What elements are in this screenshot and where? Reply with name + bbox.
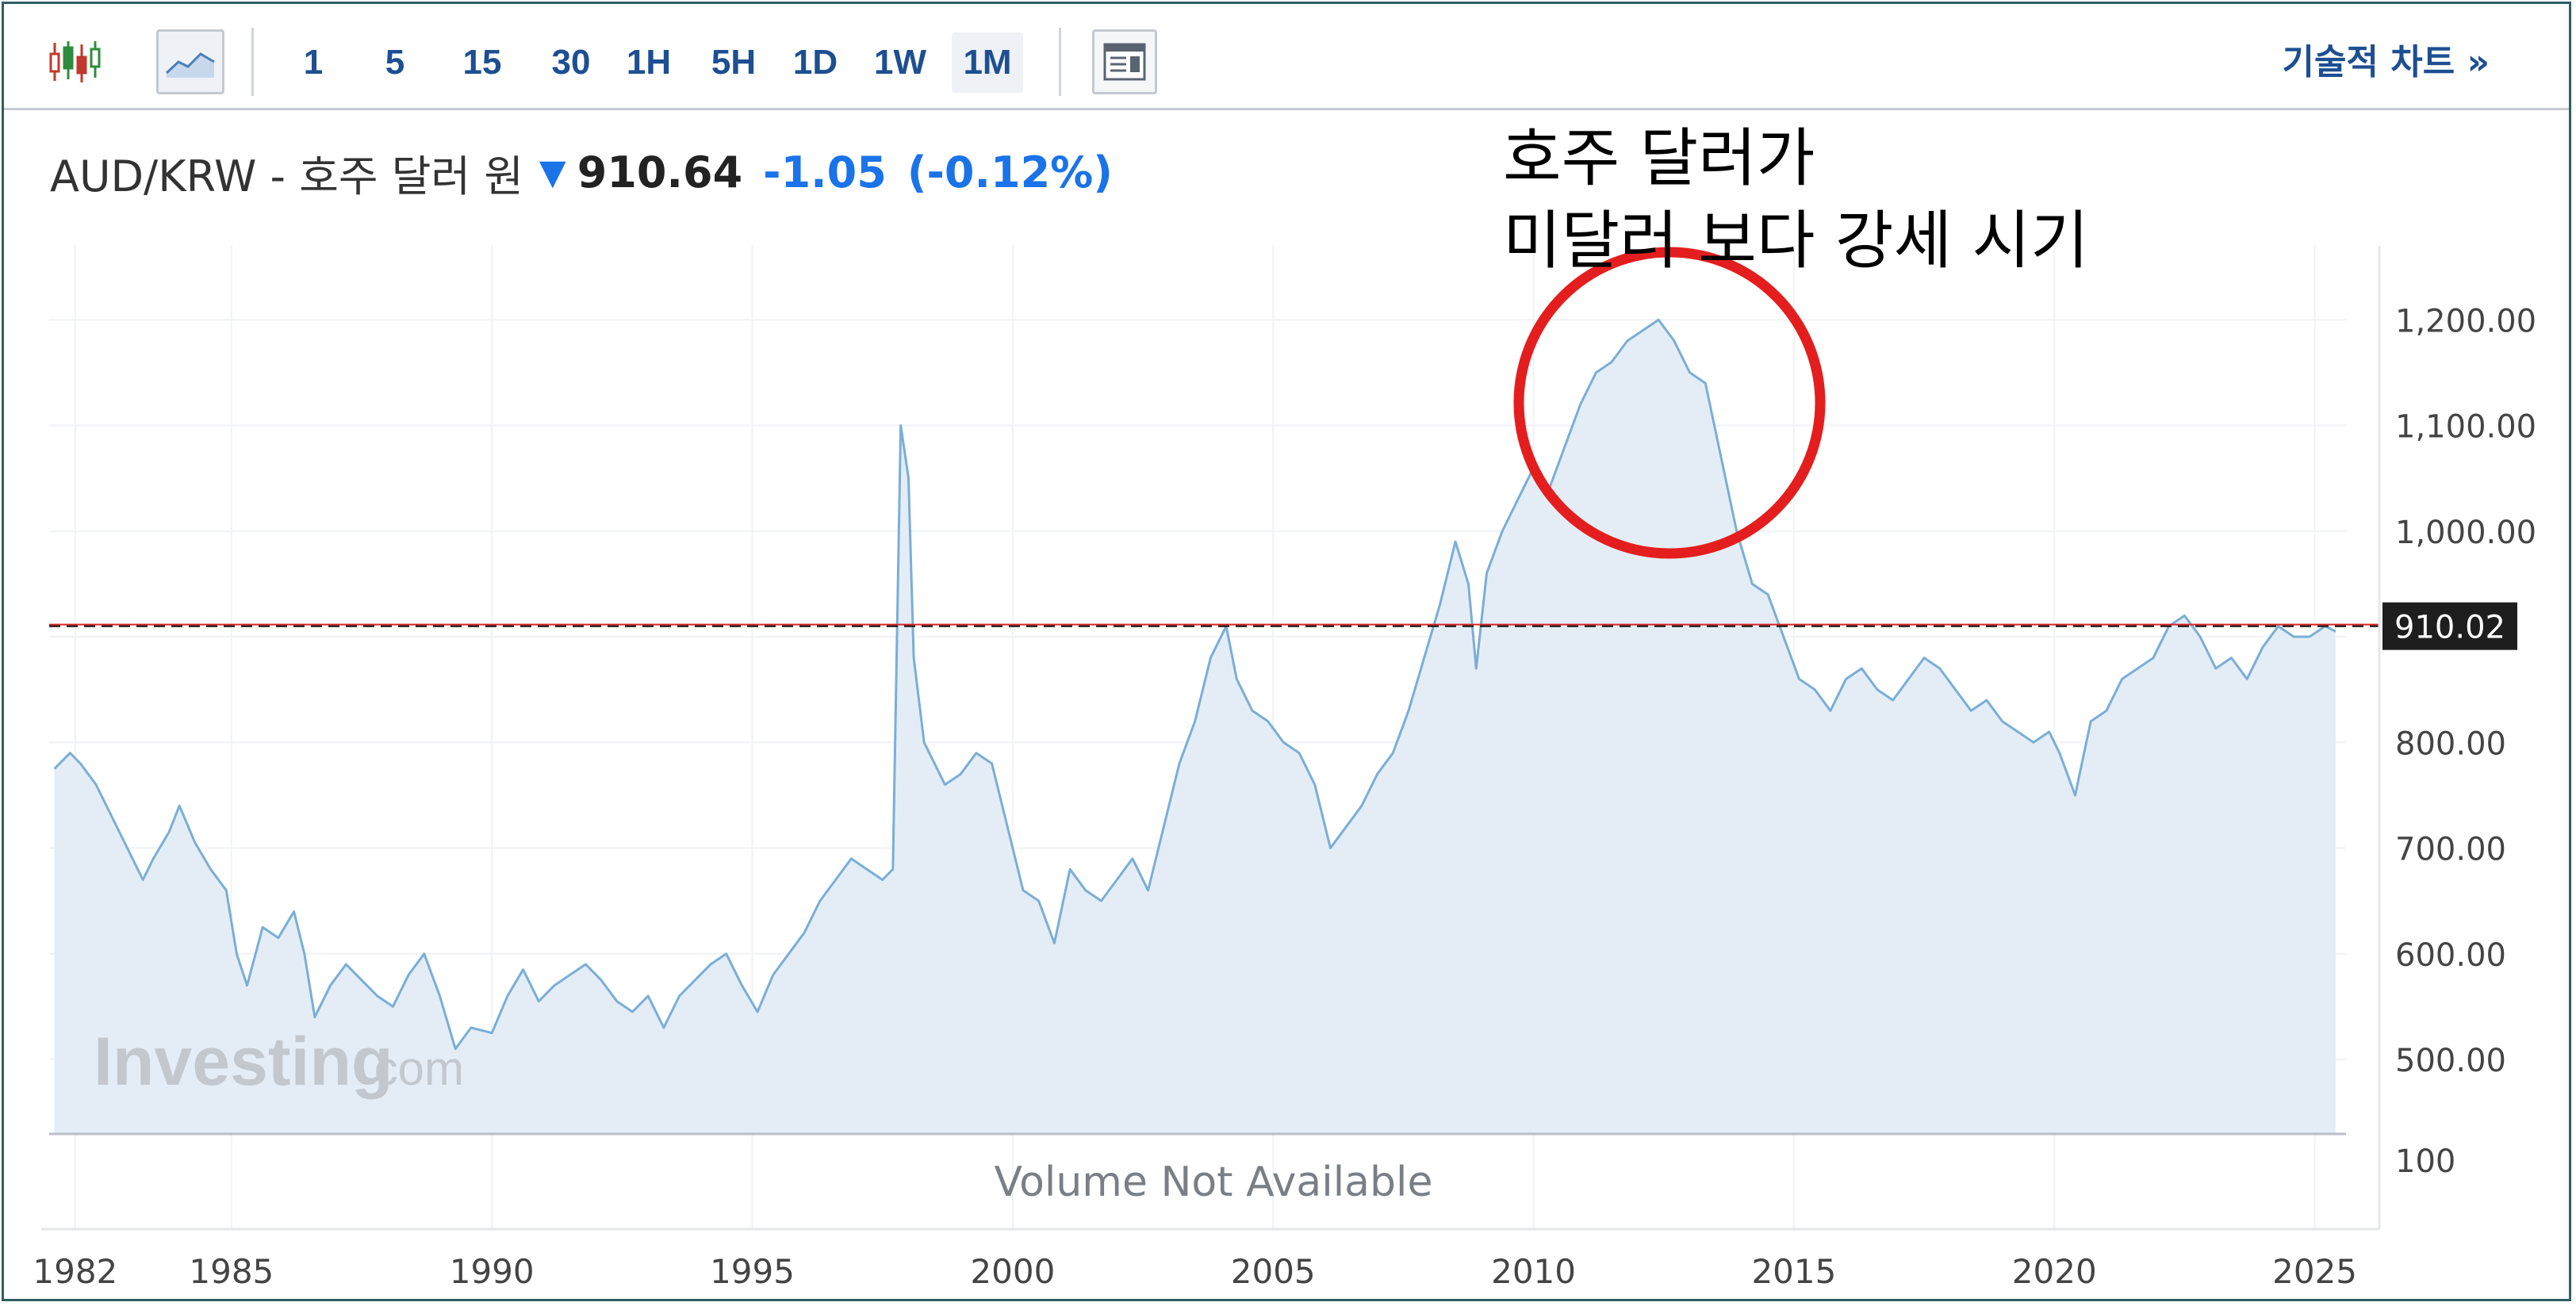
x-tick-label: 2025: [2272, 1252, 2357, 1291]
x-tick-label: 2010: [1491, 1252, 1576, 1291]
down-arrow-icon: ▼: [539, 151, 566, 193]
x-tick-label: 1990: [450, 1252, 535, 1291]
current-price-line: 910.02: [49, 602, 2517, 650]
volume-pane: Volume Not Available: [995, 1159, 1433, 1206]
area-chart-icon[interactable]: [156, 29, 224, 94]
technical-chart-link[interactable]: 기술적 차트 »: [2282, 42, 2490, 82]
last-price: 910.64: [577, 147, 743, 197]
x-tick-label: 1995: [710, 1252, 795, 1291]
y-tick-label: 1,100.00: [2395, 409, 2536, 446]
toolbar-separator: [251, 28, 254, 96]
volume-axis-label: 100: [2395, 1143, 2455, 1180]
layout-icon[interactable]: [1092, 29, 1157, 94]
interval-button-1w[interactable]: 1W: [874, 43, 926, 82]
watermark-brand: Investing: [94, 1024, 393, 1100]
annotation-circle-shape: [1513, 247, 1826, 559]
x-tick-label: 1982: [33, 1252, 117, 1291]
toolbar-separator: [1059, 28, 1061, 96]
y-tick-label: 1,200.00: [2395, 303, 2536, 339]
price-area-fill: [54, 320, 2336, 1134]
y-tick-label: 700.00: [2395, 832, 2506, 868]
y-tick-label: 1,000.00: [2395, 515, 2536, 551]
annotation-circle: [1513, 247, 1826, 559]
x-tick-label: 2015: [1751, 1252, 1836, 1291]
interval-button-30[interactable]: 30: [551, 43, 591, 82]
current-price-label: 910.02: [2394, 610, 2505, 646]
volume-not-available: Volume Not Available: [995, 1159, 1433, 1206]
interval-button-5[interactable]: 5: [385, 43, 405, 82]
annotation-text: 호주 달러가 미달러 보다 강세 시기: [1503, 117, 2089, 282]
x-tick-label: 1985: [189, 1252, 274, 1291]
annotation-line: 호주 달러가: [1503, 121, 1815, 195]
y-tick-label: 800.00: [2395, 726, 2506, 762]
y-tick-label: 600.00: [2395, 937, 2506, 974]
instrument-name: AUD/KRW - 호주 달러 원: [50, 151, 523, 201]
watermark-suffix: .com: [361, 1042, 464, 1095]
interval-button-5h[interactable]: 5H: [711, 43, 757, 82]
price-area: [53, 318, 2336, 1134]
annotation-line: 미달러 보다 강세 시기: [1503, 204, 2089, 278]
investing-watermark: Investing .com: [94, 1024, 464, 1100]
price-line[interactable]: [53, 318, 2336, 1051]
y-tick-label: 500.00: [2395, 1043, 2506, 1079]
candlestick-icon[interactable]: [39, 29, 110, 94]
interval-button-1m[interactable]: 1M: [952, 33, 1023, 93]
interval-button-1d[interactable]: 1D: [792, 43, 838, 82]
axes: 500.00 600.00 700.00 800.00 1,000.00 1,100.00…: [33, 246, 2536, 1291]
current-price-badge: [2382, 602, 2517, 650]
price-change-percent: (-0.12%): [907, 147, 1113, 197]
x-tick-label: 2005: [1231, 1252, 1316, 1291]
price-change: -1.05: [763, 147, 887, 197]
interval-button-1[interactable]: 1: [303, 43, 324, 82]
x-tick-label: 2000: [970, 1252, 1055, 1291]
interval-button-15[interactable]: 15: [462, 43, 502, 82]
instrument-header: AUD/KRW - 호주 달러 원 ▼ 910.64 -1.05 (-0.12%…: [50, 140, 1133, 204]
chart-toolbar: 1 5 15 30 1H 5H 1D 1W 1M 기술적 차트 »: [4, 4, 2569, 110]
x-tick-label: 2020: [2012, 1252, 2097, 1291]
interval-button-1h[interactable]: 1H: [626, 43, 672, 82]
